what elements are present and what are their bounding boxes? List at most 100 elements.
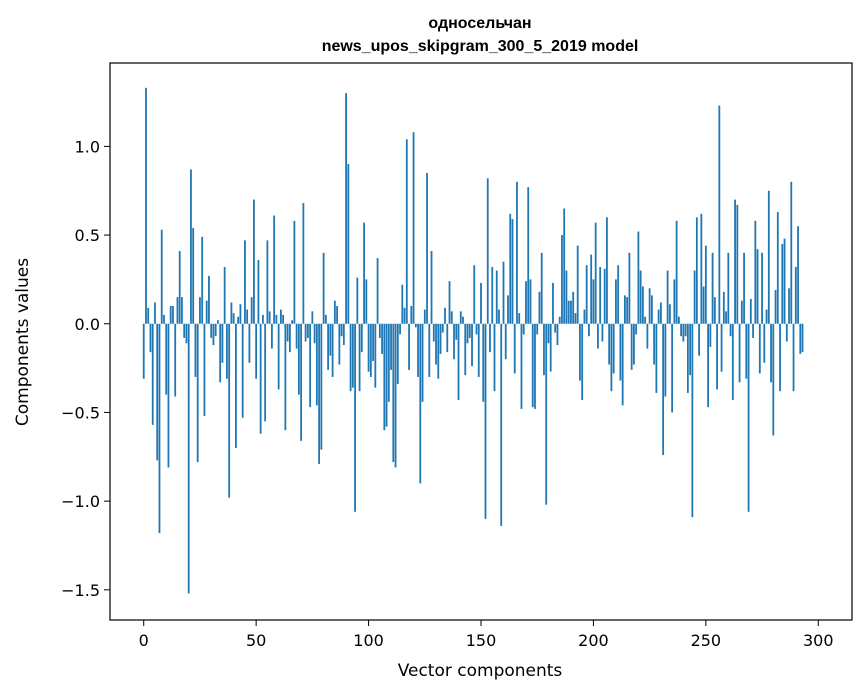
bar [677, 316, 680, 324]
bar [671, 323, 674, 413]
x-tick-label: 150 [466, 631, 497, 650]
bar [399, 323, 401, 335]
bar [520, 323, 523, 409]
bar [574, 313, 577, 324]
bar [567, 300, 570, 324]
bar [158, 323, 161, 534]
bar [522, 323, 525, 335]
bar [709, 323, 712, 347]
bar [147, 307, 150, 324]
bar [594, 222, 597, 324]
bar [761, 252, 763, 324]
bar [446, 323, 449, 353]
bar [570, 300, 572, 324]
bar [754, 220, 757, 324]
bar [302, 203, 305, 324]
bar [322, 252, 325, 324]
bar [579, 323, 581, 381]
bar [264, 323, 267, 422]
bar [268, 311, 271, 324]
bar [792, 323, 795, 392]
bar [414, 323, 417, 328]
bar [277, 323, 280, 390]
y-tick-label: −1.0 [61, 492, 100, 511]
bar [491, 267, 494, 324]
bar [410, 306, 413, 324]
bar [475, 323, 478, 335]
bar [797, 226, 799, 324]
bar [194, 323, 197, 377]
bars-group [142, 87, 804, 594]
bar [246, 309, 249, 324]
y-axis: −1.5 −1.0 −0.5 0.0 0.5 1.0 [61, 137, 110, 600]
bar [740, 300, 743, 324]
bar [284, 323, 287, 431]
bar [704, 245, 707, 324]
bar [412, 132, 415, 324]
bar [356, 277, 359, 324]
bar [464, 323, 467, 376]
bar [387, 323, 390, 402]
bar [635, 323, 638, 335]
bar [729, 323, 732, 337]
bar [372, 323, 374, 362]
bar [722, 291, 725, 324]
bar [318, 323, 321, 464]
bar [338, 323, 341, 365]
bar [208, 275, 210, 324]
bar [396, 323, 399, 385]
bar [435, 323, 437, 365]
bar [448, 281, 451, 324]
bar [459, 311, 462, 324]
bar [482, 323, 485, 402]
bar [477, 323, 480, 377]
bar [390, 323, 392, 370]
bar [181, 297, 183, 324]
bar [720, 323, 723, 372]
bar [680, 323, 683, 337]
bar [340, 323, 343, 337]
bar [549, 323, 552, 372]
bar [552, 282, 554, 324]
bar [646, 323, 649, 349]
bar [336, 306, 338, 324]
bar [779, 323, 781, 392]
bar [693, 270, 696, 324]
bar [419, 323, 422, 484]
bar [633, 323, 635, 365]
bar [785, 323, 788, 342]
x-tick-label: 200 [578, 631, 609, 650]
bar [169, 306, 172, 324]
bar [484, 323, 487, 519]
x-axis: 0 50 100 150 200 250 300 [139, 620, 834, 650]
bar [185, 323, 188, 344]
bar [583, 309, 586, 324]
y-tick-label: 1.0 [75, 137, 100, 156]
bar [250, 297, 253, 324]
bar [639, 270, 642, 324]
bar [527, 187, 530, 324]
chart-subtitle: news_upos_skipgram_300_5_2019 model [322, 38, 639, 55]
bar [684, 323, 687, 337]
bar [471, 323, 473, 367]
bar [297, 323, 300, 395]
bar [291, 320, 294, 324]
bar [329, 323, 332, 356]
bar [466, 323, 469, 344]
bar [736, 204, 739, 324]
bar [363, 222, 365, 324]
bar [315, 323, 318, 406]
bar [241, 323, 244, 418]
bar [439, 323, 442, 354]
bar [650, 295, 653, 324]
bar [707, 323, 709, 408]
bar [801, 323, 804, 353]
bar [662, 323, 665, 456]
bar [192, 227, 195, 324]
bar [385, 323, 388, 427]
bar [480, 282, 482, 324]
bar [543, 323, 545, 376]
bar [232, 313, 235, 324]
bar [486, 178, 489, 324]
bar [383, 323, 386, 431]
